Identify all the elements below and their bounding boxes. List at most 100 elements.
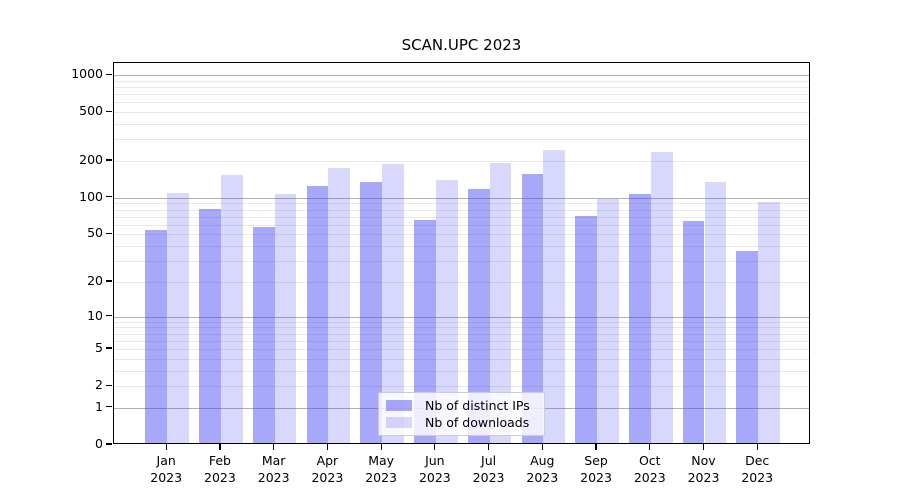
x-tick-label-oct: Oct 2023: [633, 453, 666, 485]
x-tick-mark-jan: [165, 444, 167, 450]
x-tick-mark-may: [380, 444, 382, 450]
bar-distinct-ips-jan: [145, 230, 168, 443]
minor-gridline-8: [114, 327, 809, 329]
major-gridline-1000: [114, 75, 809, 77]
minor-gridline-900: [114, 80, 809, 82]
y-tick-label-5: 5: [95, 340, 103, 356]
y-tick-mark-2: [106, 384, 112, 386]
x-tick-mark-jun: [434, 444, 436, 450]
minor-gridline-800: [114, 87, 809, 89]
minor-gridline-50: [114, 234, 809, 236]
y-tick-mark-50: [106, 232, 112, 235]
y-tick-label-10: 10: [87, 307, 103, 323]
minor-gridline-20: [114, 281, 809, 283]
y-tick-label-500: 500: [79, 103, 103, 119]
bar-distinct-ips-feb: [199, 209, 221, 443]
minor-gridline-600: [114, 102, 809, 104]
y-tick-label-50: 50: [87, 225, 103, 241]
y-tick-label-100: 100: [79, 188, 103, 204]
bar-distinct-ips-apr: [306, 186, 329, 443]
minor-gridline-500: [114, 112, 809, 114]
bar-distinct-ips-nov: [682, 221, 705, 443]
bar-downloads-mar: [274, 194, 297, 443]
x-tick-label-nov: Nov 2023: [687, 453, 720, 485]
legend-swatch-distinct-ips: [386, 399, 412, 411]
bar-downloads-jan: [167, 193, 189, 443]
y-tick-label-0: 0: [95, 436, 103, 451]
x-tick-mark-aug: [541, 444, 543, 450]
x-tick-label-sep: Sep 2023: [580, 453, 612, 485]
x-tick-mark-jul: [487, 444, 490, 450]
x-tick-mark-mar: [273, 444, 275, 450]
plot-area: [113, 62, 810, 444]
bar-distinct-ips-jul: [467, 188, 490, 443]
minor-gridline-7: [114, 333, 809, 335]
major-gridline-100: [114, 197, 809, 199]
bar-downloads-feb: [220, 175, 243, 443]
bar-downloads-sep: [597, 198, 619, 443]
x-tick-label-jan: Jan 2023: [150, 453, 183, 485]
y-tick-label-200: 200: [79, 152, 103, 168]
x-tick-mark-dec: [756, 444, 758, 450]
minor-gridline-300: [114, 139, 809, 141]
bar-downloads-nov: [704, 181, 727, 443]
x-tick-label-feb: Feb 2023: [204, 453, 236, 485]
x-tick-mark-oct: [649, 444, 651, 450]
minor-gridline-60: [114, 224, 809, 226]
legend-label-downloads: Nb of downloads: [425, 415, 530, 431]
x-tick-label-dec: Dec 2023: [741, 453, 774, 485]
y-tick-mark-1: [106, 406, 112, 408]
x-tick-mark-apr: [326, 444, 328, 450]
y-tick-mark-500: [106, 110, 112, 112]
bar-downloads-jul: [489, 163, 512, 443]
bar-downloads-oct: [650, 152, 673, 443]
x-tick-label-jul: Jul 2023: [472, 453, 505, 485]
bar-distinct-ips-aug: [521, 174, 544, 443]
y-tick-mark-1000: [106, 73, 112, 75]
y-tick-label-1: 1: [95, 398, 103, 414]
y-tick-mark-0: [106, 443, 112, 445]
minor-gridline-2: [114, 386, 809, 388]
x-tick-mark-sep: [595, 444, 597, 450]
bar-distinct-ips-mar: [252, 226, 275, 443]
y-tick-label-1000: 1000: [71, 66, 103, 82]
x-tick-label-may: May 2023: [365, 453, 398, 485]
minor-gridline-9: [114, 321, 809, 323]
bar-downloads-aug: [543, 149, 566, 443]
bar-downloads-apr: [328, 168, 351, 443]
minor-gridline-400: [114, 124, 809, 126]
y-tick-mark-100: [106, 196, 112, 198]
bar-distinct-ips-may: [360, 182, 383, 443]
minor-gridline-3: [114, 370, 809, 372]
bar-downloads-jun: [435, 180, 458, 443]
minor-gridline-30: [114, 261, 809, 263]
y-tick-mark-200: [106, 159, 112, 161]
chart-title: SCAN.UPC 2023: [401, 36, 522, 54]
minor-gridline-90: [114, 203, 809, 205]
bar-downloads-dec: [758, 201, 781, 443]
bar-distinct-ips-sep: [575, 216, 598, 443]
x-tick-mark-feb: [219, 444, 221, 450]
bar-distinct-ips-dec: [736, 251, 759, 443]
legend: Nb of distinct IPs Nb of downloads: [378, 392, 545, 436]
minor-gridline-80: [114, 209, 809, 211]
minor-gridline-4: [114, 358, 809, 360]
minor-gridline-700: [114, 94, 809, 96]
minor-gridline-5: [114, 349, 809, 351]
y-tick-label-2: 2: [95, 377, 103, 393]
legend-swatch-downloads: [386, 417, 412, 429]
minor-gridline-6: [114, 340, 809, 342]
major-gridline-10: [114, 316, 809, 318]
minor-gridline-70: [114, 216, 809, 218]
x-tick-mark-nov: [702, 444, 705, 450]
y-tick-mark-5: [106, 347, 112, 349]
legend-label-distinct-ips: Nb of distinct IPs: [425, 397, 530, 413]
x-tick-label-mar: Mar 2023: [257, 453, 290, 485]
bar-distinct-ips-oct: [628, 193, 651, 443]
bar-distinct-ips-jun: [414, 220, 436, 443]
legend-entry-downloads: Nb of downloads: [386, 415, 537, 430]
y-tick-mark-20: [106, 280, 112, 282]
minor-gridline-40: [114, 246, 809, 248]
minor-gridline-200: [114, 161, 809, 163]
